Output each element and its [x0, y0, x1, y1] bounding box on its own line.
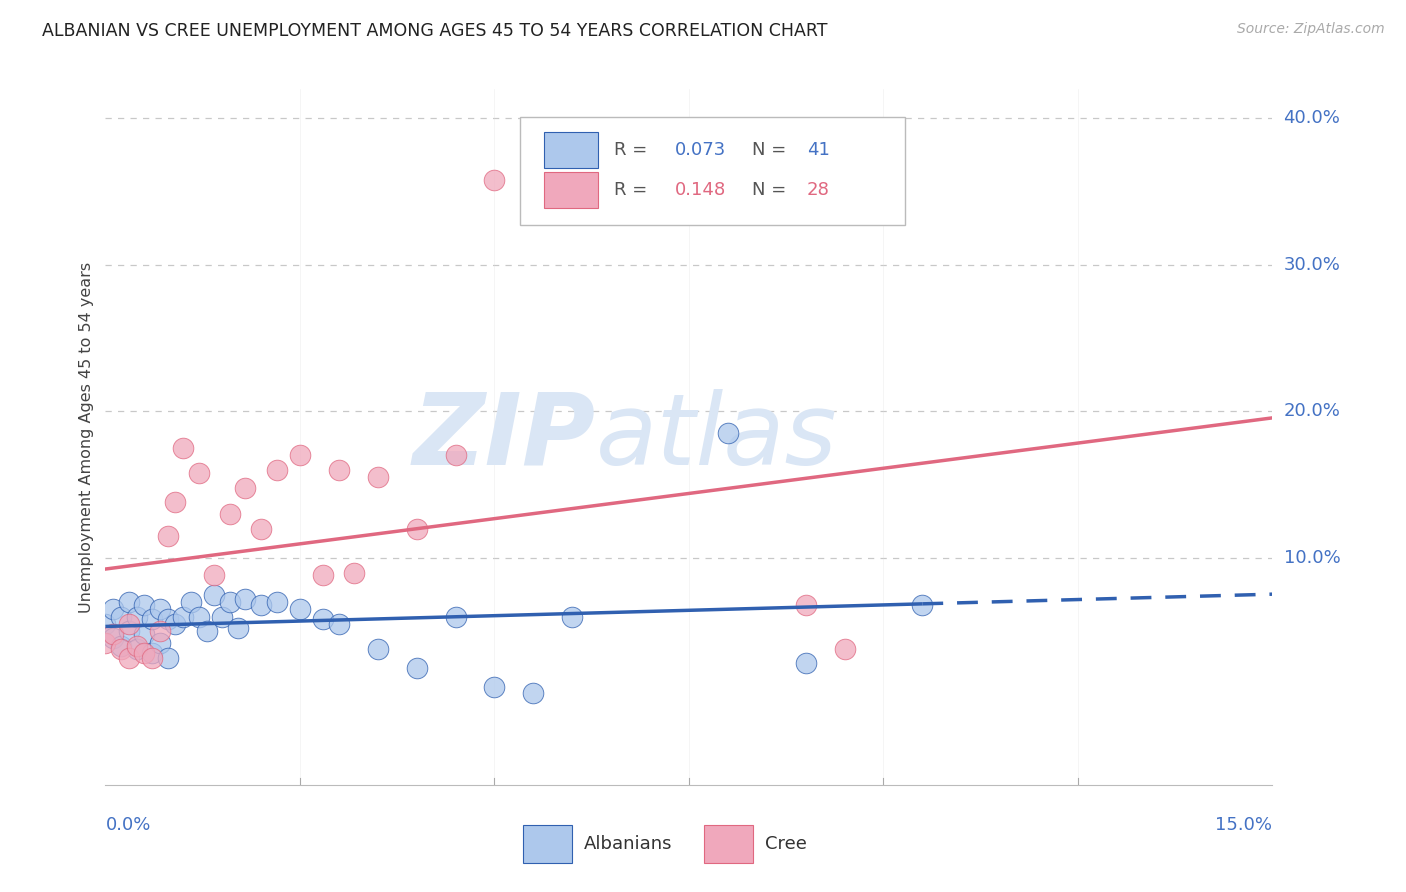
Point: [794, 657, 817, 671]
Point: [103, 627, 125, 641]
Point: [149, 602, 172, 616]
Point: [156, 612, 179, 626]
Point: [125, 639, 148, 653]
Point: [118, 624, 141, 639]
Point: [134, 627, 156, 641]
Text: Source: ZipAtlas.com: Source: ZipAtlas.com: [1237, 22, 1385, 37]
Point: [125, 609, 148, 624]
Point: [219, 507, 242, 521]
Text: 20.0%: 20.0%: [1284, 402, 1340, 420]
Point: [172, 441, 194, 455]
Point: [266, 463, 288, 477]
Point: [156, 650, 179, 665]
Text: Cree: Cree: [765, 835, 807, 853]
Point: [103, 602, 125, 616]
Text: atlas: atlas: [596, 389, 837, 485]
Point: [118, 650, 141, 665]
Point: [405, 661, 427, 675]
Text: 40.0%: 40.0%: [1284, 110, 1340, 128]
Point: [328, 616, 350, 631]
Point: [235, 481, 257, 495]
Y-axis label: Unemployment Among Ages 45 to 54 years: Unemployment Among Ages 45 to 54 years: [79, 261, 94, 613]
Point: [226, 621, 249, 635]
Point: [202, 568, 225, 582]
Point: [149, 636, 172, 650]
Point: [187, 609, 209, 624]
Point: [367, 641, 389, 656]
Text: 10.0%: 10.0%: [1284, 549, 1340, 567]
Point: [250, 522, 273, 536]
Point: [367, 470, 389, 484]
Point: [118, 595, 141, 609]
Text: 15.0%: 15.0%: [1215, 815, 1272, 833]
Point: [187, 466, 209, 480]
Text: 0.148: 0.148: [675, 181, 725, 199]
Point: [717, 426, 740, 441]
Point: [561, 609, 583, 624]
FancyBboxPatch shape: [523, 825, 572, 863]
Point: [522, 686, 544, 700]
Point: [134, 598, 156, 612]
Point: [172, 609, 194, 624]
Text: R =: R =: [614, 181, 654, 199]
FancyBboxPatch shape: [544, 172, 598, 208]
Text: 0.0%: 0.0%: [105, 815, 150, 833]
Point: [911, 598, 934, 612]
Point: [405, 522, 427, 536]
Point: [156, 529, 179, 543]
Text: N =: N =: [752, 181, 792, 199]
Point: [211, 609, 233, 624]
Point: [141, 612, 163, 626]
Point: [312, 568, 335, 582]
Point: [118, 616, 141, 631]
Point: [110, 641, 132, 656]
Point: [794, 598, 817, 612]
Text: 30.0%: 30.0%: [1284, 256, 1340, 274]
Text: 41: 41: [807, 141, 830, 159]
Point: [134, 646, 156, 660]
Point: [266, 595, 288, 609]
Text: ZIP: ZIP: [412, 389, 596, 485]
Point: [235, 591, 257, 606]
Point: [195, 624, 218, 639]
FancyBboxPatch shape: [544, 132, 598, 168]
Point: [94, 616, 117, 631]
Point: [219, 595, 242, 609]
Point: [125, 641, 148, 656]
Point: [484, 173, 506, 187]
Point: [288, 449, 311, 463]
Point: [103, 632, 125, 646]
Point: [444, 609, 467, 624]
Point: [165, 495, 187, 509]
FancyBboxPatch shape: [704, 825, 754, 863]
Text: Albanians: Albanians: [583, 835, 672, 853]
Point: [110, 609, 132, 624]
Point: [180, 595, 202, 609]
Point: [202, 588, 225, 602]
FancyBboxPatch shape: [520, 117, 905, 225]
Point: [94, 636, 117, 650]
Point: [149, 624, 172, 639]
Point: [141, 646, 163, 660]
Point: [110, 639, 132, 653]
Text: 0.073: 0.073: [675, 141, 725, 159]
Point: [834, 641, 856, 656]
Point: [484, 680, 506, 694]
Point: [328, 463, 350, 477]
Text: 28: 28: [807, 181, 830, 199]
Point: [165, 616, 187, 631]
Point: [250, 598, 273, 612]
Text: R =: R =: [614, 141, 654, 159]
Point: [343, 566, 366, 580]
Text: N =: N =: [752, 141, 792, 159]
Point: [444, 449, 467, 463]
Point: [312, 612, 335, 626]
Text: ALBANIAN VS CREE UNEMPLOYMENT AMONG AGES 45 TO 54 YEARS CORRELATION CHART: ALBANIAN VS CREE UNEMPLOYMENT AMONG AGES…: [42, 22, 828, 40]
Point: [141, 650, 163, 665]
Point: [288, 602, 311, 616]
